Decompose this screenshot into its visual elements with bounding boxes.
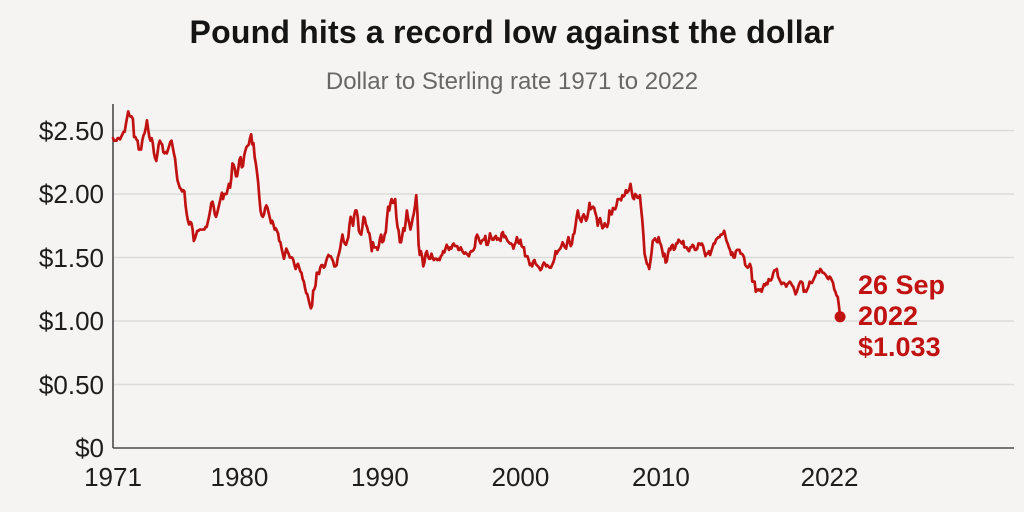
annotation-value: $1.033 — [858, 332, 941, 362]
x-tick-label: 1980 — [210, 462, 269, 492]
y-tick-label: $1.00 — [38, 306, 104, 336]
exchange-rate-line — [111, 110, 842, 319]
page-subtitle: Dollar to Sterling rate 1971 to 2022 — [325, 68, 699, 95]
x-tick-label: 1990 — [351, 462, 409, 492]
annotation-date-day: 26 Sep — [858, 270, 946, 300]
y-tick-label: $2.50 — [38, 115, 104, 146]
x-tick-label: 2022 — [800, 462, 859, 492]
x-tick-label: 2010 — [632, 462, 690, 492]
record-low-annotation: 26 Sep 2022 $1.033 — [858, 270, 945, 363]
x-tick-label: 2000 — [491, 462, 550, 492]
y-tick-label: $0 — [75, 433, 104, 463]
annotation-date-year: 2022 — [858, 301, 919, 331]
y-tick-label: $2.00 — [38, 179, 104, 209]
y-tick-label: $1.50 — [38, 242, 104, 273]
record-low-dot — [834, 311, 846, 323]
y-tick-label: $0.50 — [38, 369, 104, 400]
x-tick-label: 1971 — [84, 462, 142, 492]
page-title: Pound hits a record low against the doll… — [189, 14, 835, 50]
